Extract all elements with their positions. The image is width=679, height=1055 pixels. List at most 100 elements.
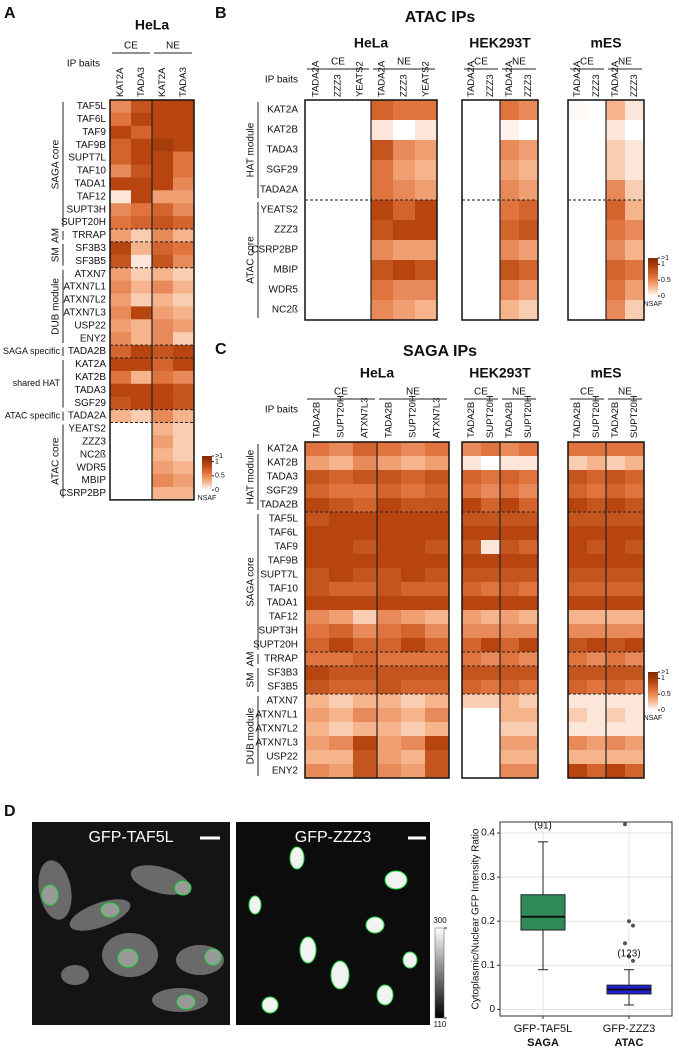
colorbar-swatch	[202, 464, 212, 467]
heatmap-cell	[625, 610, 645, 625]
heatmap-cell	[568, 300, 588, 321]
heatmap-cell	[131, 254, 153, 268]
column-group-label: CE	[580, 387, 594, 398]
heatmap-cell	[587, 300, 607, 321]
outlier	[623, 822, 627, 827]
heatmap-cell	[606, 180, 626, 201]
box	[520, 894, 566, 931]
heatmap-cell	[500, 526, 520, 541]
heatmap-cell	[401, 442, 426, 457]
heatmap-cell	[462, 512, 482, 527]
heatmap-cell	[305, 722, 330, 737]
heatmap-cell	[425, 582, 450, 597]
heatmap-cell	[110, 409, 132, 423]
heatmap-cell	[606, 554, 626, 569]
heatmap-cell	[415, 200, 438, 221]
heatmap-cell	[625, 736, 645, 751]
heatmap-cell	[519, 240, 539, 261]
heatmap-cell	[329, 512, 354, 527]
x-tick-label: GFP-TAF5L	[514, 1023, 572, 1035]
heatmap-cell	[568, 736, 588, 751]
row-label: SUPT20H	[61, 217, 106, 228]
heatmap-cell	[110, 435, 132, 449]
heatmap-cell	[587, 764, 607, 779]
heatmap-cell	[329, 610, 354, 625]
heatmap-cell	[587, 554, 607, 569]
colorbar-tick-label: 0	[215, 487, 219, 494]
heatmap-cell	[425, 554, 450, 569]
heatmap-cell	[131, 448, 153, 462]
heatmap-cell	[587, 610, 607, 625]
row-label: KAT2B	[267, 458, 298, 469]
heatmap-cell	[625, 280, 645, 301]
heatmap-cell	[305, 764, 330, 779]
heatmap-cell	[462, 610, 482, 625]
column-label: ZZZ3	[399, 74, 410, 97]
heatmap-cell	[481, 498, 501, 513]
heatmap-cell	[462, 736, 482, 751]
heatmap-cell	[393, 180, 416, 201]
heatmap-cell	[401, 498, 426, 513]
heatmap-cell	[173, 190, 195, 204]
row-group-label: HAT module	[246, 122, 257, 177]
heatmap-cell	[377, 652, 402, 667]
colorbar-swatch	[648, 676, 658, 679]
heatmap-cell	[415, 220, 438, 241]
heatmap-cell	[305, 180, 328, 201]
column-label: TADA2A	[610, 60, 621, 97]
heatmap-cell	[110, 280, 132, 294]
row-label: SGF29	[266, 486, 298, 497]
heatmap-cell	[519, 498, 539, 513]
heatmap-cell	[481, 666, 501, 681]
heatmap-cell	[110, 125, 132, 139]
heatmap-cell	[481, 554, 501, 569]
heatmap-cell	[587, 680, 607, 695]
heatmap-cell	[425, 736, 450, 751]
heatmap-cell	[519, 160, 539, 181]
heatmap-cell	[349, 200, 372, 221]
heatmap-cell	[377, 596, 402, 611]
heatmap-cell	[353, 708, 378, 723]
heatmap-cell	[401, 638, 426, 653]
heatmap-cell	[625, 484, 645, 499]
heatmap-cell	[349, 240, 372, 261]
heatmap-cell	[305, 442, 330, 457]
row-group-label: SAGA core	[246, 557, 257, 607]
intensity-tick-label: 300	[433, 916, 447, 925]
colorbar-swatch	[648, 672, 658, 674]
heatmap-cell	[625, 100, 645, 121]
row-label: SUPT3H	[67, 204, 106, 215]
heatmap-cell	[173, 293, 195, 307]
heatmap-cell	[152, 293, 174, 307]
heatmap-cell	[587, 470, 607, 485]
heatmap-cell	[462, 638, 482, 653]
heatmap-cell	[519, 100, 539, 121]
heatmap-cell	[173, 151, 195, 165]
outlier	[631, 923, 635, 928]
row-label: CSRP2BP	[251, 245, 298, 256]
colorbar-swatch	[648, 281, 658, 284]
column-label: TADA2B	[610, 402, 621, 438]
heatmap-cell	[462, 750, 482, 765]
heatmap-cell	[353, 456, 378, 471]
heatmap-cell	[152, 203, 174, 217]
ip-baits-label: IP baits	[67, 59, 100, 70]
column-group-label: NE	[618, 387, 632, 398]
heatmap-cell	[353, 680, 378, 695]
colorbar-tick-label: 1	[661, 261, 665, 268]
heatmap-cell	[625, 442, 645, 457]
column-group-label: NE	[512, 387, 526, 398]
colorbar-swatch	[648, 264, 658, 267]
colorbar-tick-label: 0.5	[661, 691, 671, 698]
heatmap-cell	[371, 160, 394, 181]
heatmap-cell	[377, 750, 402, 765]
heatmap-cell	[500, 180, 520, 201]
heatmap-cell	[110, 229, 132, 243]
heatmap-cell	[500, 638, 520, 653]
heatmap-cell	[131, 358, 153, 372]
column-label: TADA2A	[377, 60, 388, 97]
heatmap-cell	[587, 638, 607, 653]
x-group-label: SAGA	[527, 1037, 559, 1049]
heatmap-cell	[173, 138, 195, 152]
heatmap-cell	[519, 568, 539, 583]
